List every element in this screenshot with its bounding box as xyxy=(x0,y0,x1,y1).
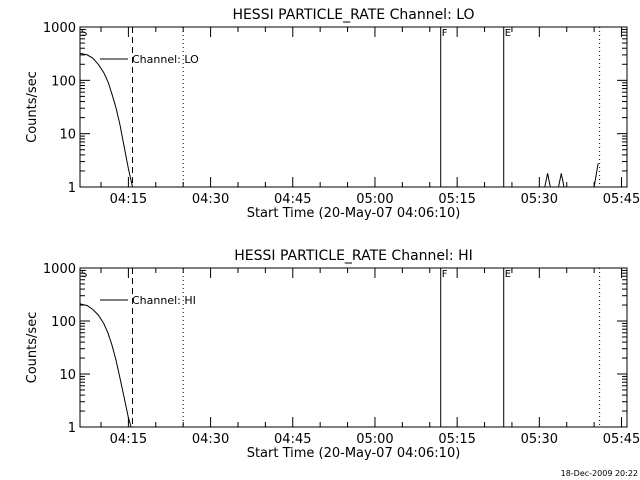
chart-title: HESSI PARTICLE_RATE Channel: LO xyxy=(232,7,474,23)
plot-frame xyxy=(79,267,628,428)
legend-label: Channel: HI xyxy=(132,294,196,307)
y-tick-label: 10 xyxy=(59,368,76,383)
x-tick-label: 05:45 xyxy=(603,192,640,207)
y-tick-label: 10 xyxy=(59,128,76,143)
y-tick-label: 100 xyxy=(51,74,76,89)
x-tick-label: 04:30 xyxy=(192,192,229,207)
chart-title: HESSI PARTICLE_RATE Channel: HI xyxy=(234,248,472,264)
series-line xyxy=(79,303,132,428)
series-line xyxy=(558,173,565,188)
legend-label: Channel: LO xyxy=(132,53,199,66)
x-tick-label: 04:30 xyxy=(192,432,229,447)
event-marker-label: E xyxy=(505,269,511,280)
y-axis-label: Counts/sec xyxy=(25,71,40,143)
y-tick-label: 1 xyxy=(68,181,76,196)
x-tick-label: 05:30 xyxy=(521,192,558,207)
x-tick-label: 05:15 xyxy=(438,192,475,207)
chart-panel-2: HESSI PARTICLE_RATE Channel: HI 1 10 100 100… xyxy=(25,248,640,461)
event-marker-label: S xyxy=(81,269,87,280)
x-axis-label: Start Time (20-May-07 04:06:10) xyxy=(247,446,461,461)
x-tick-label: 05:00 xyxy=(356,192,393,207)
plot-frame xyxy=(79,26,628,188)
x-tick-label: 05:00 xyxy=(356,432,393,447)
series-line xyxy=(544,173,551,188)
y-tick-label: 1000 xyxy=(43,262,76,277)
series-line xyxy=(79,52,133,188)
y-tick-label: 100 xyxy=(51,315,76,330)
x-tick-label: 04:15 xyxy=(110,192,147,207)
x-tick-label: 04:45 xyxy=(274,192,311,207)
y-tick-label: 1 xyxy=(68,421,76,436)
y-axis-label: Counts/sec xyxy=(25,312,40,384)
series-line xyxy=(593,163,599,188)
x-tick-label: 05:15 xyxy=(438,432,475,447)
x-tick-label: 04:45 xyxy=(274,432,311,447)
event-marker-label: F xyxy=(442,28,448,39)
plot-timestamp: 18-Dec-2009 20:22 xyxy=(561,469,638,478)
event-marker-label: S xyxy=(81,28,87,39)
x-tick-label: 04:15 xyxy=(110,432,147,447)
x-tick-label: 05:30 xyxy=(521,432,558,447)
y-tick-label: 1000 xyxy=(43,21,76,36)
x-axis-label: Start Time (20-May-07 04:06:10) xyxy=(247,206,461,221)
event-marker-label: F xyxy=(442,269,448,280)
chart-panel-1: HESSI PARTICLE_RATE Channel: LO 1 10 100 100… xyxy=(25,7,640,221)
x-tick-label: 05:45 xyxy=(603,432,640,447)
event-marker-label: E xyxy=(505,28,511,39)
